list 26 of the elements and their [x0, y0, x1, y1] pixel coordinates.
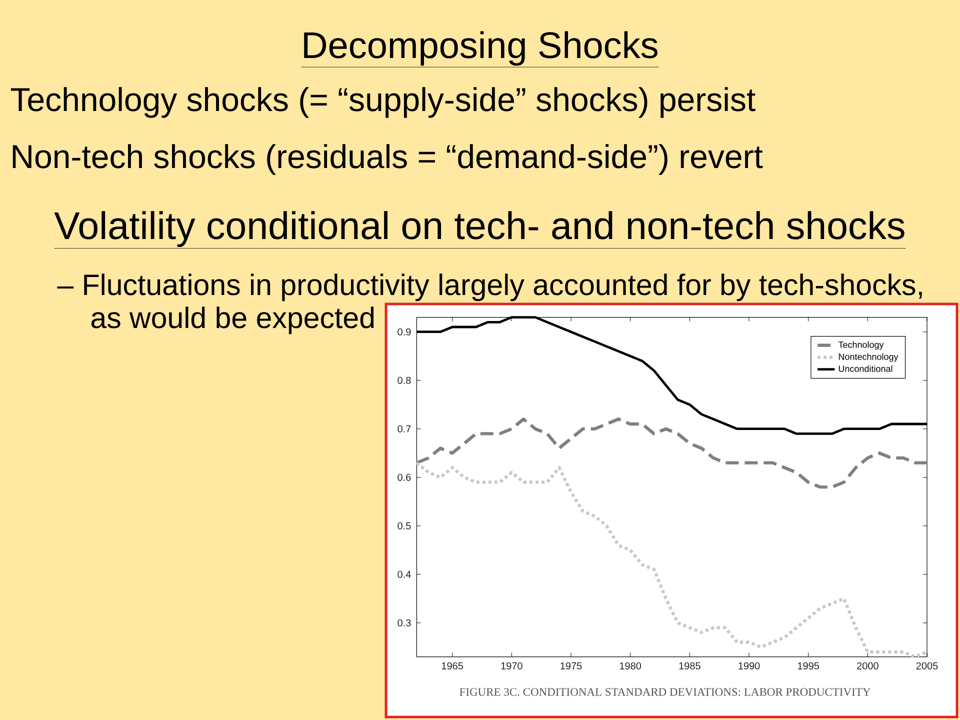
- y-tick-label: 0.8: [398, 376, 411, 384]
- legend-label: Nontechnology: [838, 353, 898, 362]
- x-tick-label: 2005: [916, 662, 938, 670]
- x-tick-label: 1980: [620, 662, 642, 670]
- y-tick-label: 0.7: [398, 425, 411, 432]
- text: – Fluctuations in productivity largely accounted for by tech-shocks,: [57, 274, 922, 302]
- text: Non-tech shocks (residuals = “demand-side”) revert: [12, 144, 763, 175]
- y-tick-label: 0.6: [398, 474, 411, 481]
- chart-subtitle: Volatility conditional on tech- and non-tech shocks: [54, 211, 904, 247]
- x-tick-label: 1985: [679, 662, 700, 670]
- chart-title: Decomposing Shocks: [304, 31, 658, 66]
- x-tick-label: 1975: [560, 662, 582, 670]
- legend-label: Unconditional: [838, 365, 892, 372]
- text: Technology shocks (= “supply-side” shocks) persist: [10, 87, 756, 118]
- x-tick-label: 1990: [738, 662, 760, 670]
- y-tick-label: 0.3: [398, 619, 411, 626]
- y-tick-label: 0.9: [398, 328, 411, 336]
- text: as would be expected: [91, 306, 374, 334]
- x-tick-label: 1970: [501, 662, 522, 670]
- x-tick-label: 1995: [798, 662, 820, 670]
- caption: FIGURE 3C. CONDITIONAL STANDARD DEVIATIONS: LABOR PRODUCTIVITY: [460, 688, 870, 696]
- x-tick-label: 1965: [442, 662, 464, 670]
- x-tick-label: 2000: [857, 662, 878, 670]
- y-tick-label: 0.5: [398, 522, 411, 530]
- y-tick-label: 0.4: [398, 570, 411, 578]
- legend-label: Technology: [838, 341, 884, 350]
